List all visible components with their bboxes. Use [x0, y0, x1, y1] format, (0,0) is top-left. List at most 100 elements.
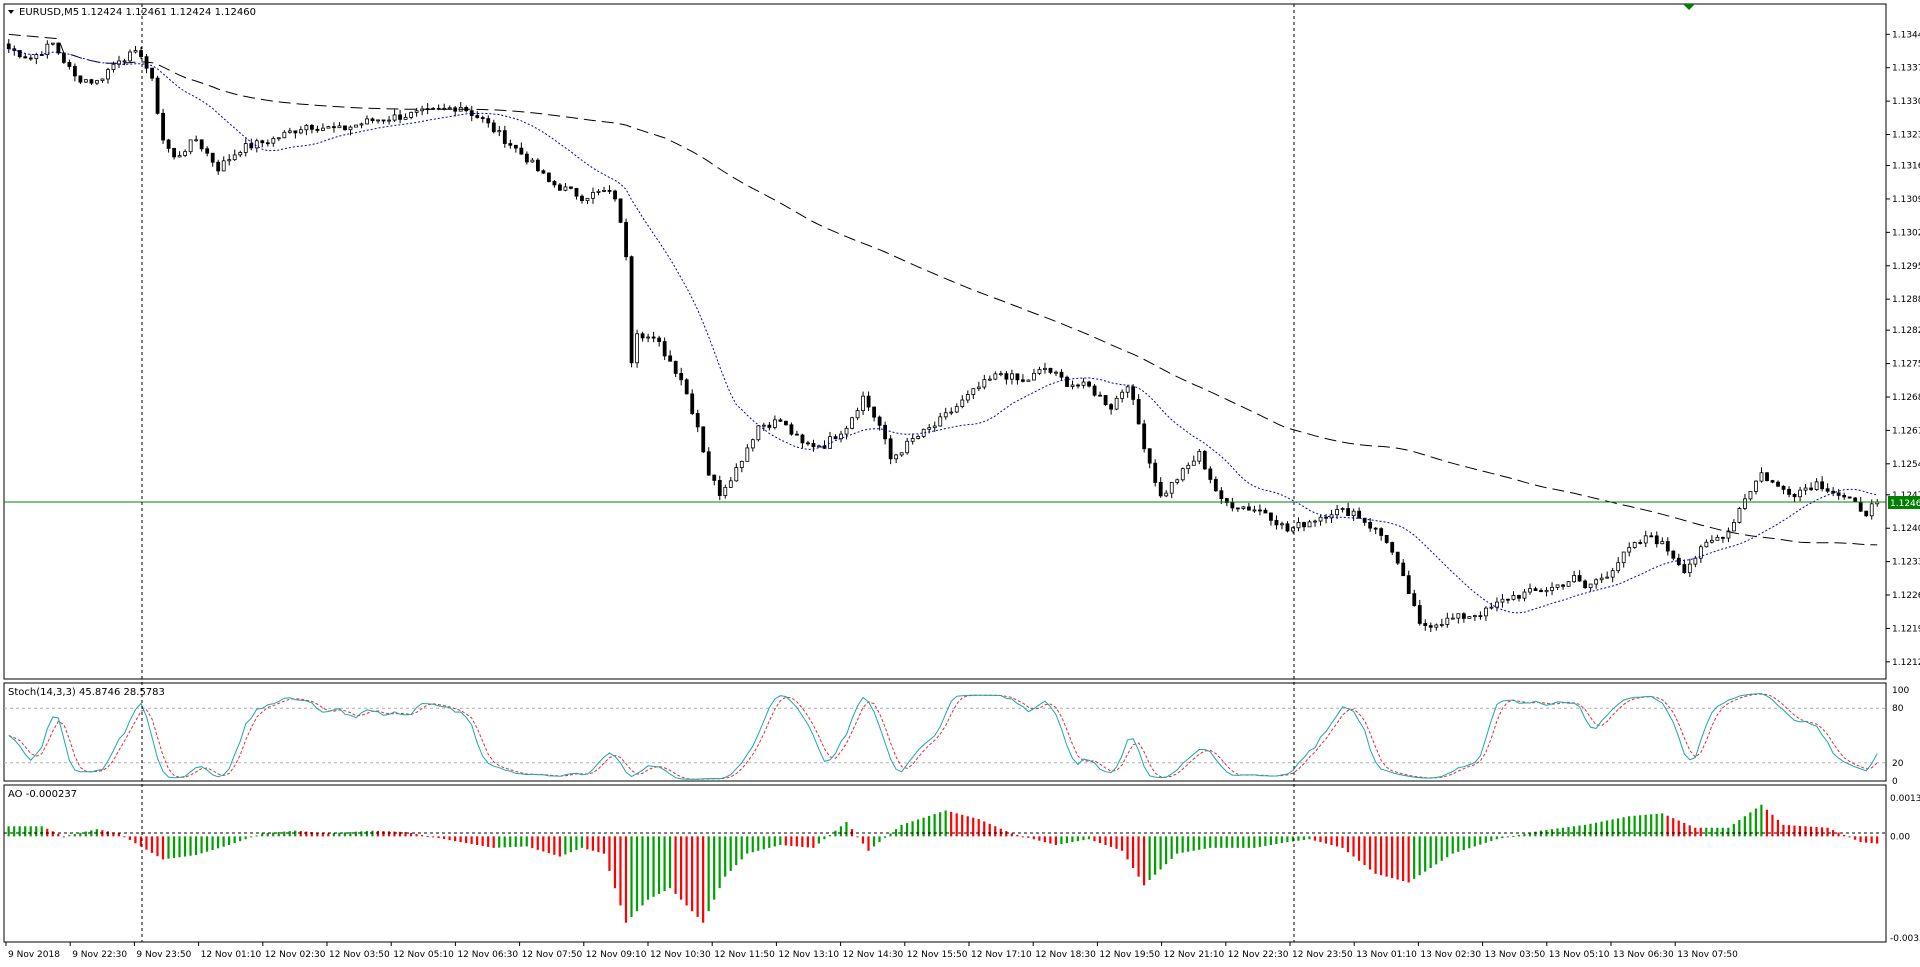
- candle: [453, 106, 458, 117]
- candle: [1175, 478, 1180, 485]
- candle: [1539, 588, 1543, 593]
- candle: [761, 422, 766, 431]
- ao-bar: [1010, 833, 1013, 837]
- time-tick-label: 12 Nov 07:50: [522, 950, 583, 960]
- ao-bar: [641, 836, 644, 906]
- time-tick-label: 13 Nov 01:10: [1356, 950, 1417, 960]
- candle: [1765, 472, 1769, 482]
- candle: [1340, 507, 1345, 513]
- ao-bar: [1159, 836, 1162, 870]
- candle: [265, 139, 270, 147]
- ao-bar: [222, 836, 225, 847]
- candle: [877, 415, 882, 431]
- time-tick-label: 12 Nov 23:50: [1292, 950, 1353, 960]
- ao-bar: [1782, 824, 1785, 837]
- candle: [1649, 532, 1654, 538]
- candle: [1511, 591, 1516, 601]
- candle: [1362, 517, 1367, 526]
- candle: [133, 46, 138, 54]
- price-pane-frame: [3, 3, 1887, 680]
- ao-bar: [382, 831, 385, 837]
- ao-bar: [1639, 815, 1642, 837]
- ao-bar: [139, 836, 143, 847]
- ao-bar: [1583, 824, 1587, 837]
- ao-bar: [233, 836, 236, 844]
- ao-bar: [1236, 836, 1239, 848]
- ao-bar: [569, 836, 572, 853]
- candle: [1114, 395, 1119, 411]
- ao-bar: [1170, 836, 1173, 859]
- time-tick-label: 12 Nov 05:10: [393, 950, 454, 960]
- candle: [1351, 508, 1356, 521]
- candle: [1770, 479, 1775, 484]
- stochastic-main-line: [8, 693, 1878, 780]
- chart-header: EURUSD,M5 1.12424 1.12461 1.12424 1.1246…: [8, 7, 256, 18]
- candle: [84, 79, 88, 83]
- stochastic-levels: 100 80 20 0: [4, 686, 1909, 787]
- ao-bar: [1732, 823, 1735, 837]
- price-axis: 1.13440 1.13370 1.13300 1.13230 1.13165 1.130…: [1886, 30, 1920, 668]
- candle: [100, 78, 105, 83]
- candle: [960, 395, 965, 409]
- price-tick-label: 1.13370: [1892, 64, 1920, 74]
- candle: [1484, 606, 1488, 621]
- candle: [1125, 385, 1130, 398]
- ao-bar: [773, 836, 776, 847]
- ao-bar: [1131, 836, 1135, 869]
- candle: [414, 107, 419, 117]
- candle: [67, 59, 72, 70]
- ao-bar: [1076, 836, 1080, 842]
- ao-bar: [73, 833, 76, 837]
- candle: [916, 434, 921, 440]
- ao-bar: [531, 836, 534, 849]
- candle: [894, 453, 899, 464]
- ao-bar: [1297, 836, 1300, 841]
- ao-bar: [547, 836, 550, 854]
- price-tick-label: 1.12475: [1892, 491, 1920, 501]
- candle: [1373, 527, 1378, 535]
- ao-bar: [950, 811, 953, 837]
- candle: [1004, 370, 1009, 385]
- ao-bar: [983, 821, 986, 837]
- ao-bar: [1853, 836, 1857, 840]
- ao-bar: [299, 831, 302, 837]
- candle: [1291, 526, 1295, 534]
- candle: [635, 329, 639, 368]
- price-pane[interactable]: 1.13440 1.13370 1.13300 1.13230 1.13165 1.130…: [3, 3, 1920, 680]
- stochastic-pane[interactable]: 100 80 20 0 Stoch(14,3,3) 45.8746 28.5783: [3, 682, 1909, 787]
- candle: [1632, 541, 1637, 549]
- candle: [1087, 380, 1091, 388]
- ao-bar: [509, 836, 512, 848]
- ao-bar: [1407, 836, 1410, 883]
- candle: [1164, 490, 1169, 498]
- candle: [1180, 467, 1185, 482]
- ao-bar: [1831, 830, 1835, 837]
- ao-bar: [1214, 836, 1217, 848]
- candle: [354, 124, 358, 128]
- candle: [1439, 618, 1444, 628]
- candle: [1500, 593, 1505, 608]
- ao-bar: [1468, 836, 1471, 849]
- candle: [23, 53, 28, 59]
- ao-bar: [679, 836, 683, 900]
- ao-bar: [343, 832, 346, 837]
- ao-bar: [200, 836, 203, 854]
- ao-bar: [211, 836, 214, 851]
- ao-bar: [1027, 836, 1030, 838]
- ao-bar: [520, 836, 523, 847]
- candle: [1583, 579, 1588, 589]
- awesome-oscillator-pane[interactable]: AO -0.000237 0.001333 0.00 -0.003531: [3, 784, 1920, 944]
- ao-bar: [525, 836, 528, 847]
- ao-axis-label: 0.00: [1890, 832, 1910, 842]
- candle: [817, 444, 821, 448]
- ao-bar: [194, 836, 198, 856]
- ao-bar: [1754, 808, 1757, 837]
- ao-bar: [68, 835, 71, 837]
- candle: [1070, 380, 1075, 390]
- candle: [50, 42, 55, 46]
- candle: [1076, 383, 1080, 389]
- candle: [282, 130, 287, 139]
- candle: [778, 418, 783, 422]
- ao-bar: [1346, 836, 1350, 853]
- dropdown-triangle-icon: [8, 10, 14, 14]
